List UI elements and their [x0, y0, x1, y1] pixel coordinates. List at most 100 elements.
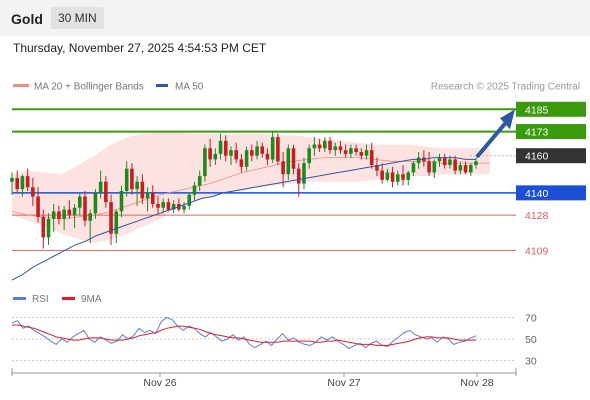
candle-body	[432, 161, 437, 173]
candle-body	[359, 152, 364, 156]
candle-body	[192, 185, 197, 195]
rsi-tick-label: 70	[525, 313, 537, 325]
candle-body	[67, 209, 72, 216]
rsi-series-rsi	[11, 316, 477, 350]
candle-body	[88, 213, 93, 221]
candle-body	[364, 150, 369, 156]
candle-body	[416, 157, 421, 164]
level-label-4185: 4185	[525, 104, 549, 116]
candle-body	[302, 163, 306, 184]
rsi-tick-label: 30	[525, 355, 537, 367]
candle-body	[104, 181, 108, 203]
candle-body	[474, 161, 478, 165]
legend-swatch-rsi	[13, 297, 26, 300]
candle-body	[468, 165, 473, 173]
candle-body	[98, 181, 103, 193]
x-tick-label: Nov 28	[460, 377, 493, 389]
forecast-arrow-head	[500, 109, 515, 130]
candle-body	[62, 209, 66, 219]
timeframe-button[interactable]: 30 MIN	[51, 7, 104, 29]
candle-body	[135, 181, 139, 190]
candle-body	[338, 146, 343, 151]
level-badge-4160	[516, 148, 586, 164]
candle-body	[437, 157, 442, 162]
rsi-tick-label: 50	[525, 334, 537, 346]
candle-body	[150, 192, 155, 204]
candle-body	[145, 192, 150, 199]
candle-body	[83, 196, 87, 221]
instrument-title: Gold	[11, 11, 43, 27]
candle-body	[208, 148, 212, 160]
candle-body	[187, 194, 192, 206]
candle-body	[286, 148, 291, 175]
candle-body	[276, 137, 280, 162]
legend-label-9ma: 9MA	[81, 294, 102, 305]
candle-body	[265, 153, 270, 160]
candle-body	[281, 161, 285, 175]
level-label-4173: 4173	[525, 127, 549, 139]
candle-body	[25, 176, 30, 188]
datetime-label: Thursday, November 27, 2025 4:54:53 PM C…	[13, 41, 267, 55]
candle-body	[46, 218, 51, 238]
legend-label-rsi: RSI	[32, 294, 49, 305]
candle-body	[406, 172, 411, 180]
level-label-4128: 4128	[525, 210, 549, 222]
candle-body	[380, 170, 384, 180]
level-label-4140: 4140	[525, 188, 549, 200]
candle-body	[395, 174, 400, 182]
candle-body	[161, 202, 165, 208]
candle-body	[343, 150, 348, 154]
level-badge-4173	[516, 124, 586, 140]
candle-body	[114, 211, 119, 234]
candle-body	[317, 144, 322, 149]
legend-label-ma50: MA 50	[175, 82, 204, 93]
candle-body	[312, 144, 317, 149]
candle-body	[31, 187, 35, 197]
candle-body	[234, 150, 238, 160]
candle-body	[390, 172, 395, 182]
candle-body	[72, 207, 77, 216]
forecast-arrow-shaft	[476, 119, 509, 158]
candle-body	[323, 140, 327, 149]
candle-body	[93, 192, 98, 214]
level-badge-4140	[516, 185, 586, 201]
ma50-line	[11, 157, 476, 281]
candle-body	[349, 148, 353, 154]
level-label-4160: 4160	[525, 151, 549, 163]
candle-body	[223, 140, 228, 156]
candle-body	[244, 150, 249, 167]
candle-body	[182, 205, 186, 210]
candle-body	[10, 178, 14, 182]
candle-body	[270, 137, 275, 160]
candle-body	[369, 150, 374, 165]
candle-body	[458, 165, 463, 171]
candle-body	[328, 140, 332, 151]
x-tick-label: Nov 26	[143, 377, 176, 389]
candle-body	[333, 146, 338, 151]
candle-body	[260, 146, 265, 154]
candle-body	[291, 148, 296, 169]
candle-body	[203, 148, 207, 177]
candle-body	[57, 211, 61, 219]
candle-body	[307, 148, 311, 164]
candle-body	[218, 140, 223, 154]
candle-body	[36, 196, 40, 217]
legend-swatch-9ma	[62, 297, 75, 300]
rsi-series-9ma	[12, 324, 476, 346]
candle-body	[109, 202, 113, 234]
candle-body	[213, 153, 218, 160]
level-label-4109: 4109	[525, 245, 549, 257]
candle-body	[453, 159, 457, 171]
candle-body	[448, 159, 452, 165]
candle-body	[156, 204, 160, 208]
candle-body	[229, 150, 233, 156]
candle-body	[77, 196, 82, 208]
candle-body	[427, 161, 431, 173]
candle-body	[239, 159, 244, 167]
x-tick-label: Nov 27	[327, 377, 360, 389]
candle-body	[20, 176, 25, 190]
level-badge-4185	[516, 101, 586, 117]
candle-body	[354, 148, 358, 152]
candle-body	[197, 176, 202, 186]
